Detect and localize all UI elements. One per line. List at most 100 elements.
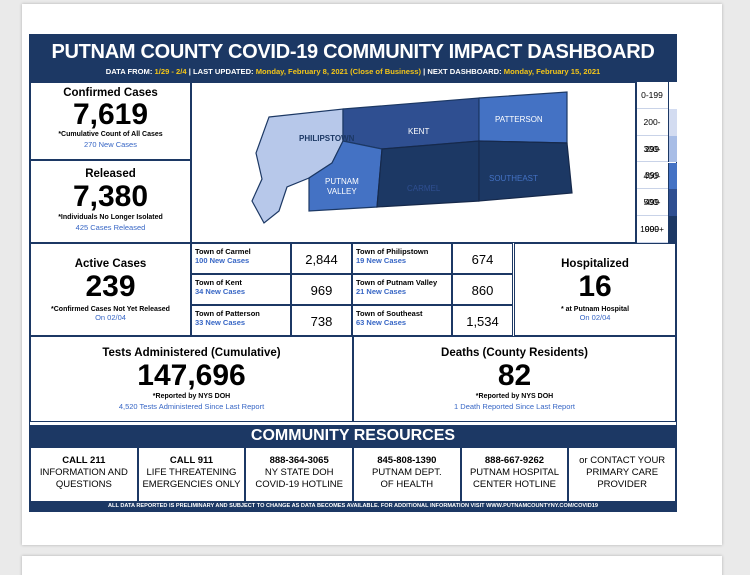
hospitalized-label: Hospitalized bbox=[561, 258, 629, 270]
hospitalized-panel: Hospitalized 16 * at Putnam Hospital On … bbox=[514, 243, 676, 336]
resources-header: COMMUNITY RESOURCES bbox=[30, 425, 676, 447]
town-case-count: 2,844 bbox=[291, 243, 352, 274]
dashboard-footer: ALL DATA REPORTED IS PRELIMINARY AND SUB… bbox=[30, 502, 676, 511]
map-label-patterson: PATTERSON bbox=[495, 115, 543, 124]
resource-desc-line2: CENTER HOTLINE bbox=[473, 479, 556, 490]
town-table: Town of Carmel 100 New Cases 2,844 Town of … bbox=[191, 243, 514, 336]
hospitalized-date: On 02/04 bbox=[579, 313, 611, 322]
map-region-carmel bbox=[376, 140, 480, 208]
town-name-cell: Town of Philipstown 19 New Cases bbox=[352, 243, 452, 274]
resource-item: 888-667-9262 PUTNAM HOSPITAL CENTER HOTLIN… bbox=[460, 447, 569, 502]
resource-desc-line1: LIFE THREATENING bbox=[146, 467, 237, 478]
town-name: Town of Southeast bbox=[356, 309, 423, 318]
released-value: 7,380 bbox=[72, 180, 149, 213]
map-label-kent: KENT bbox=[408, 127, 429, 136]
legend-label: 400-499 bbox=[643, 170, 661, 208]
active-cases-value: 239 bbox=[85, 270, 136, 303]
resource-contact: or CONTACT YOUR bbox=[579, 455, 666, 466]
resource-contact: 845-808-1390 bbox=[377, 455, 437, 466]
town-new-cases: 63 New Cases bbox=[356, 318, 407, 327]
resources-row: CALL 211 INFORMATION AND QUESTIONS CALL 911… bbox=[30, 447, 676, 502]
resource-desc-line2: COVID-19 HOTLINE bbox=[255, 479, 343, 490]
map-label-putnam: PUTNAM bbox=[325, 177, 359, 186]
legend-swatch bbox=[668, 135, 677, 163]
county-map-panel: PHILIPSTOWN KENT PATTERSON PUTNAM VALLEY… bbox=[191, 82, 636, 243]
confirmed-cases-label: Confirmed Cases bbox=[63, 87, 158, 99]
tests-note: *Reported by NYS DOH bbox=[152, 393, 231, 400]
town-case-count: 674 bbox=[452, 243, 513, 274]
confirmed-cases-panel: Confirmed Cases 7,619 *Cumulative Count … bbox=[30, 82, 191, 160]
town-name: Town of Philipstown bbox=[356, 247, 429, 256]
town-new-cases: 19 New Cases bbox=[356, 256, 407, 265]
dashboard-dates: DATA FROM: 1/29 - 2/4 | LAST UPDATED: Mo… bbox=[105, 67, 601, 76]
resource-item: 888-364-3065 NY STATE DOH COVID-19 HOTLINE bbox=[245, 447, 353, 502]
town-name-cell: Town of Putnam Valley 21 New Cases bbox=[352, 274, 452, 305]
legend-row: 500-999 bbox=[637, 189, 677, 235]
hospitalized-note: * at Putnam Hospital bbox=[560, 306, 630, 313]
resource-desc-line1: PRIMARY CARE bbox=[586, 467, 659, 478]
dashboard: PUTNAM COUNTY COVID-19 COMMUNITY IMPACT … bbox=[29, 34, 677, 512]
town-name-cell: Town of Southeast 63 New Cases bbox=[352, 305, 452, 336]
resource-desc-line1: PUTNAM HOSPITAL bbox=[469, 467, 559, 478]
legend-swatch bbox=[668, 108, 677, 136]
town-name-cell: Town of Carmel 100 New Cases bbox=[191, 243, 291, 274]
town-name: Town of Carmel bbox=[195, 247, 251, 256]
legend-row: 1000+ bbox=[637, 216, 677, 243]
deaths-panel: Deaths (County Residents) 82 *Reported b… bbox=[353, 336, 676, 422]
confirmed-new-cases: 270 New Cases bbox=[84, 140, 137, 149]
map-label-philipstown: PHILIPSTOWN bbox=[299, 134, 355, 143]
legend-row: 400-499 bbox=[637, 162, 677, 208]
deaths-note: *Reported by NYS DOH bbox=[475, 393, 554, 400]
legend-row: 300-399 bbox=[637, 135, 677, 180]
legend-label: 0-199 bbox=[641, 90, 663, 100]
map-legend: 0-199 200-299 300-399 400-499 500-999 1000+ bbox=[636, 82, 677, 243]
legend-swatch bbox=[668, 189, 677, 217]
resource-contact: 888-364-3065 bbox=[269, 455, 329, 466]
next-document-page bbox=[22, 556, 722, 575]
resource-item: CALL 911 LIFE THREATENING EMERGENCIES ONLY bbox=[137, 447, 246, 502]
legend-label: 500-999 bbox=[643, 197, 661, 235]
resource-desc-line2: EMERGENCIES ONLY bbox=[142, 479, 241, 490]
tests-since-last: 4,520 Tests Administered Since Last Repo… bbox=[118, 402, 265, 411]
released-count: 425 Cases Released bbox=[75, 223, 146, 232]
resource-desc-line1: INFORMATION AND bbox=[39, 467, 128, 478]
active-cases-label: Active Cases bbox=[74, 258, 147, 270]
town-new-cases: 21 New Cases bbox=[356, 287, 407, 296]
town-name: Town of Putnam Valley bbox=[356, 278, 438, 287]
resource-desc-line2: PROVIDER bbox=[597, 479, 647, 490]
hospitalized-value: 16 bbox=[578, 270, 612, 303]
resource-desc-line1: PUTNAM DEPT. bbox=[371, 467, 442, 478]
resource-contact: CALL 211 bbox=[62, 455, 106, 466]
deaths-label: Deaths (County Residents) bbox=[441, 347, 588, 359]
legend-swatch bbox=[668, 82, 677, 109]
resource-item: or CONTACT YOUR PRIMARY CARE PROVIDER bbox=[568, 447, 676, 502]
map-region-southeast bbox=[478, 140, 573, 202]
active-cases-date: On 02/04 bbox=[95, 313, 126, 322]
town-name: Town of Kent bbox=[195, 278, 242, 287]
map-label-carmel: CARMEL bbox=[407, 184, 441, 193]
town-case-count: 738 bbox=[291, 305, 352, 336]
deaths-value: 82 bbox=[497, 359, 532, 392]
map-label-southeast: SOUTHEAST bbox=[489, 174, 538, 183]
resource-contact: CALL 911 bbox=[169, 455, 214, 466]
town-case-count: 1,534 bbox=[452, 305, 513, 336]
tests-value: 147,696 bbox=[137, 359, 246, 392]
active-cases-panel: Active Cases 239 *Confirmed Cases Not Ye… bbox=[30, 243, 191, 336]
town-new-cases: 100 New Cases bbox=[195, 256, 250, 265]
town-case-count: 969 bbox=[291, 274, 352, 305]
resource-item: 845-808-1390 PUTNAM DEPT. OF HEALTH bbox=[353, 447, 461, 502]
legend-swatch bbox=[668, 162, 677, 190]
legend-swatch bbox=[668, 216, 677, 243]
resource-desc-line2: QUESTIONS bbox=[55, 479, 112, 490]
resource-desc-line1: NY STATE DOH bbox=[264, 467, 334, 478]
town-name-cell: Town of Kent 34 New Cases bbox=[191, 274, 291, 305]
town-new-cases: 33 New Cases bbox=[195, 318, 246, 327]
deaths-since-last: 1 Death Reported Since Last Report bbox=[454, 402, 575, 411]
dashboard-header: PUTNAM COUNTY COVID-19 COMMUNITY IMPACT … bbox=[30, 35, 676, 82]
confirmed-cases-value: 7,619 bbox=[72, 98, 149, 131]
legend-label: 200-299 bbox=[643, 116, 661, 154]
town-name-cell: Town of Patterson 33 New Cases bbox=[191, 305, 291, 336]
confirmed-cases-note: *Cumulative Count of All Cases bbox=[58, 131, 163, 138]
released-label: Released bbox=[85, 168, 136, 180]
active-cases-note: *Confirmed Cases Not Yet Released bbox=[51, 306, 170, 313]
